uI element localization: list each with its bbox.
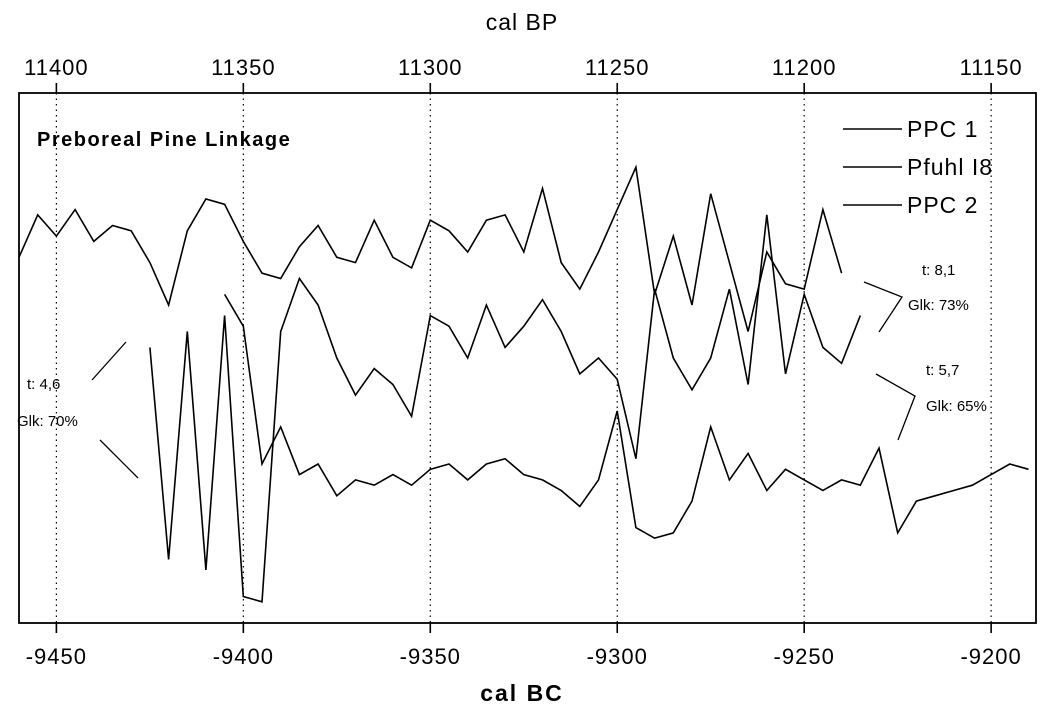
legend: PPC 1 Pfuhl I8 PPC 2 bbox=[843, 116, 993, 218]
series-layer bbox=[18, 164, 1029, 603]
x2-tick-label-4: 11200 bbox=[772, 55, 837, 80]
vertical-gridlines bbox=[55, 93, 992, 623]
annotation-left-leader-top bbox=[91, 341, 127, 381]
x2-tick-label-5: 11150 bbox=[960, 55, 1023, 80]
x-tick-label-3: -9300 bbox=[587, 644, 648, 669]
annotation-right-upper: t: 8,1 Glk: 73% bbox=[863, 262, 969, 333]
x2-tick-label-3: 11250 bbox=[585, 55, 650, 80]
plot-frame bbox=[18, 92, 1037, 624]
annotation-right-upper-leader bbox=[863, 281, 903, 333]
series-line-2 bbox=[223, 293, 1029, 540]
x2-tick-label-2: 11300 bbox=[398, 55, 463, 80]
legend-label-0: PPC 1 bbox=[907, 116, 978, 142]
x2-tick-label-1: 11350 bbox=[211, 55, 276, 80]
x-tick-label-2: -9350 bbox=[400, 644, 461, 669]
annotation-left-glk: Glk: 70% bbox=[17, 413, 78, 430]
annotation-right-lower: t: 5,7 Glk: 65% bbox=[875, 362, 987, 441]
series-line-0 bbox=[18, 164, 843, 332]
chart-title: Preboreal Pine Linkage bbox=[37, 129, 291, 151]
legend-label-1: Pfuhl I8 bbox=[907, 154, 993, 180]
x-tick-label-0: -9450 bbox=[26, 644, 87, 669]
annotation-left-t: t: 4,6 bbox=[27, 376, 60, 393]
tick-labels: -9450 -9400 -9350 -9300 -9250 -9200 11400 11350… bbox=[24, 55, 1023, 669]
annotation-right-lower-leader bbox=[875, 373, 916, 441]
legend-label-2: PPC 2 bbox=[907, 192, 978, 218]
annotation-right-upper-glk: Glk: 73% bbox=[908, 297, 969, 314]
x-tick-label-4: -9250 bbox=[774, 644, 835, 669]
top-axis-title: cal BP bbox=[486, 9, 558, 35]
annotation-right-lower-t: t: 5,7 bbox=[926, 362, 959, 379]
annotation-right-lower-glk: Glk: 65% bbox=[926, 398, 987, 415]
annotation-left-leader-bottom bbox=[99, 439, 139, 479]
axis-ticks bbox=[55, 83, 992, 633]
x-tick-label-5: -9200 bbox=[960, 644, 1021, 669]
series-line-1 bbox=[149, 214, 862, 603]
annotation-right-upper-t: t: 8,1 bbox=[922, 262, 955, 279]
x-tick-label-1: -9400 bbox=[213, 644, 274, 669]
x2-tick-label-0: 11400 bbox=[24, 55, 89, 80]
bottom-axis-title: cal BC bbox=[480, 680, 564, 706]
annotation-left: t: 4,6 Glk: 70% bbox=[17, 341, 139, 479]
